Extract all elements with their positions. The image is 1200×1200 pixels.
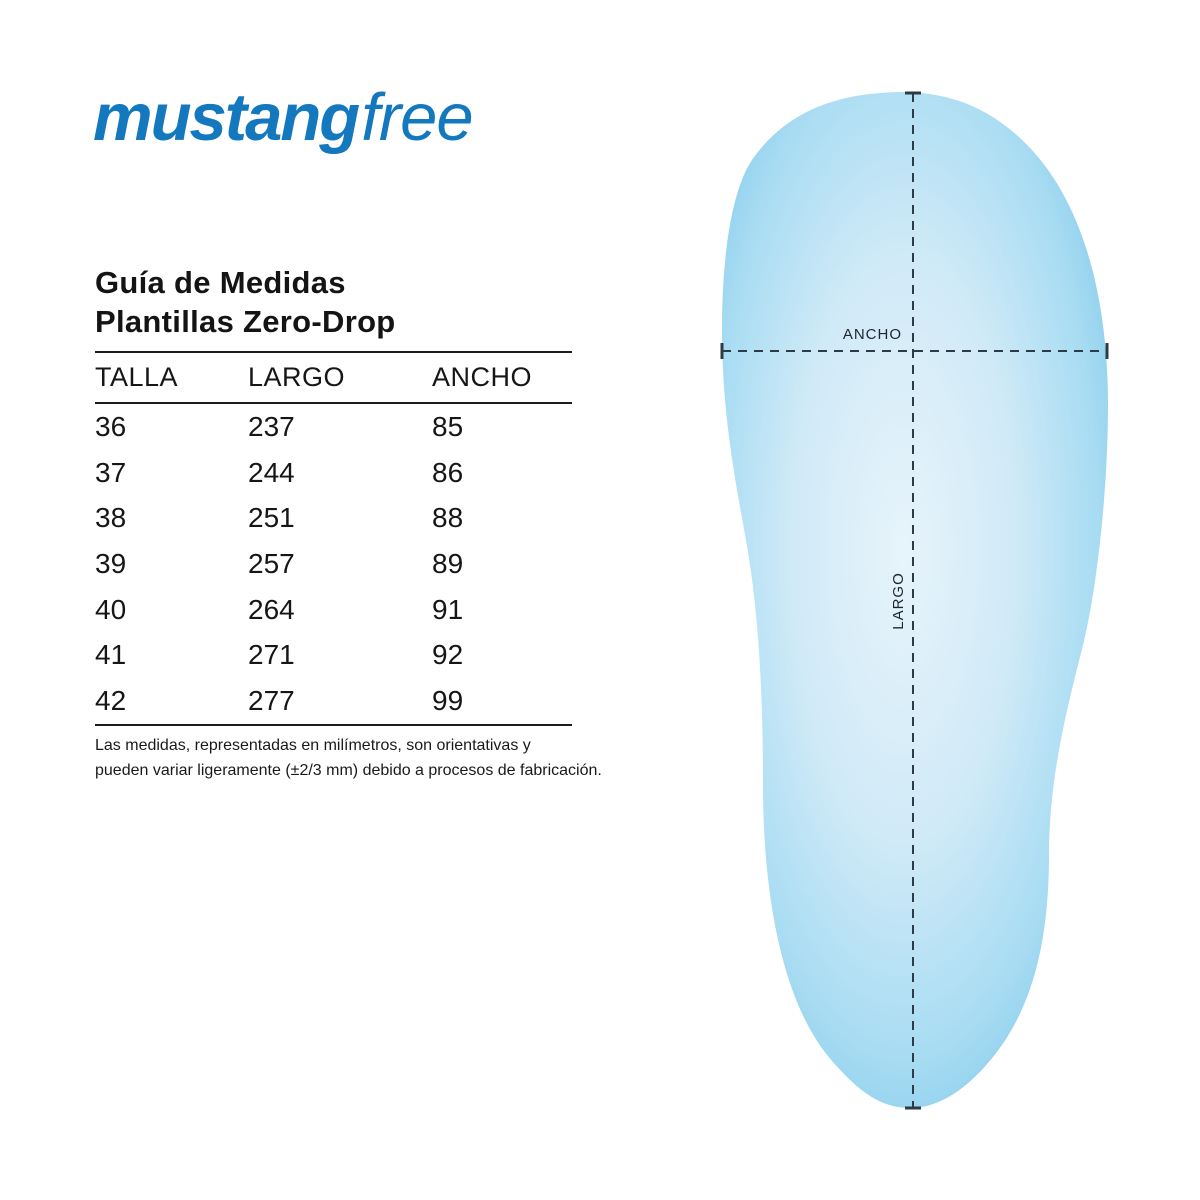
cell-talla: 42 — [95, 684, 127, 716]
size-table: TALLA LARGO ANCHO 36 237 85 37 244 86 38… — [95, 351, 572, 726]
page-title-line2: Plantillas Zero-Drop — [95, 304, 396, 339]
footnote-line1: Las medidas, representadas en milímetros… — [95, 737, 531, 754]
column-header-talla: TALLA — [95, 362, 179, 392]
cell-largo: 251 — [248, 502, 295, 534]
cell-talla: 36 — [95, 410, 127, 442]
table-row: 36 237 85 — [95, 404, 572, 450]
cell-ancho: 91 — [432, 593, 464, 625]
ancho-dimension-label: ANCHO — [842, 326, 902, 343]
cell-ancho: 92 — [432, 639, 464, 671]
column-header-largo: LARGO — [248, 362, 346, 392]
cell-largo: 237 — [248, 410, 295, 442]
table-row: 38 251 88 — [95, 495, 572, 541]
table-row: 41 271 92 — [95, 632, 572, 678]
brand-logo: mustangfree — [93, 84, 474, 151]
table-header-row: TALLA LARGO ANCHO — [95, 353, 572, 402]
cell-largo: 244 — [248, 456, 295, 488]
cell-talla: 41 — [95, 639, 127, 671]
table-row: 40 264 91 — [95, 587, 572, 633]
cell-largo: 257 — [248, 547, 295, 579]
cell-talla: 38 — [95, 502, 127, 534]
table-rule-header — [95, 402, 572, 404]
page-title-line1: Guía de Medidas — [95, 265, 346, 300]
footnote: Las medidas, representadas en milímetros… — [95, 733, 675, 783]
cell-talla: 37 — [95, 456, 127, 488]
footnote-line2: pueden variar ligeramente (±2/3 mm) debi… — [95, 762, 602, 779]
cell-ancho: 88 — [432, 502, 464, 534]
cell-ancho: 86 — [432, 456, 464, 488]
table-row: 39 257 89 — [95, 541, 572, 587]
insole-shape — [722, 92, 1108, 1108]
cell-largo: 277 — [248, 684, 295, 716]
cell-ancho: 85 — [432, 410, 464, 442]
cell-ancho: 89 — [432, 547, 464, 579]
brand-logo-free: free — [361, 80, 473, 155]
cell-talla: 39 — [95, 547, 127, 579]
table-rule-top — [95, 351, 572, 353]
cell-largo: 264 — [248, 593, 295, 625]
table-rule-bottom — [95, 723, 572, 726]
page-title: Guía de Medidas Plantillas Zero-Drop — [95, 263, 396, 341]
cell-talla: 40 — [95, 593, 127, 625]
cell-ancho: 99 — [432, 684, 464, 716]
table-row: 42 277 99 — [95, 678, 572, 724]
column-header-ancho: ANCHO — [432, 362, 533, 392]
cell-largo: 271 — [248, 639, 295, 671]
brand-logo-mustang: mustang — [93, 80, 360, 155]
largo-dimension-label: LARGO — [890, 572, 907, 630]
table-row: 37 244 86 — [95, 450, 572, 496]
